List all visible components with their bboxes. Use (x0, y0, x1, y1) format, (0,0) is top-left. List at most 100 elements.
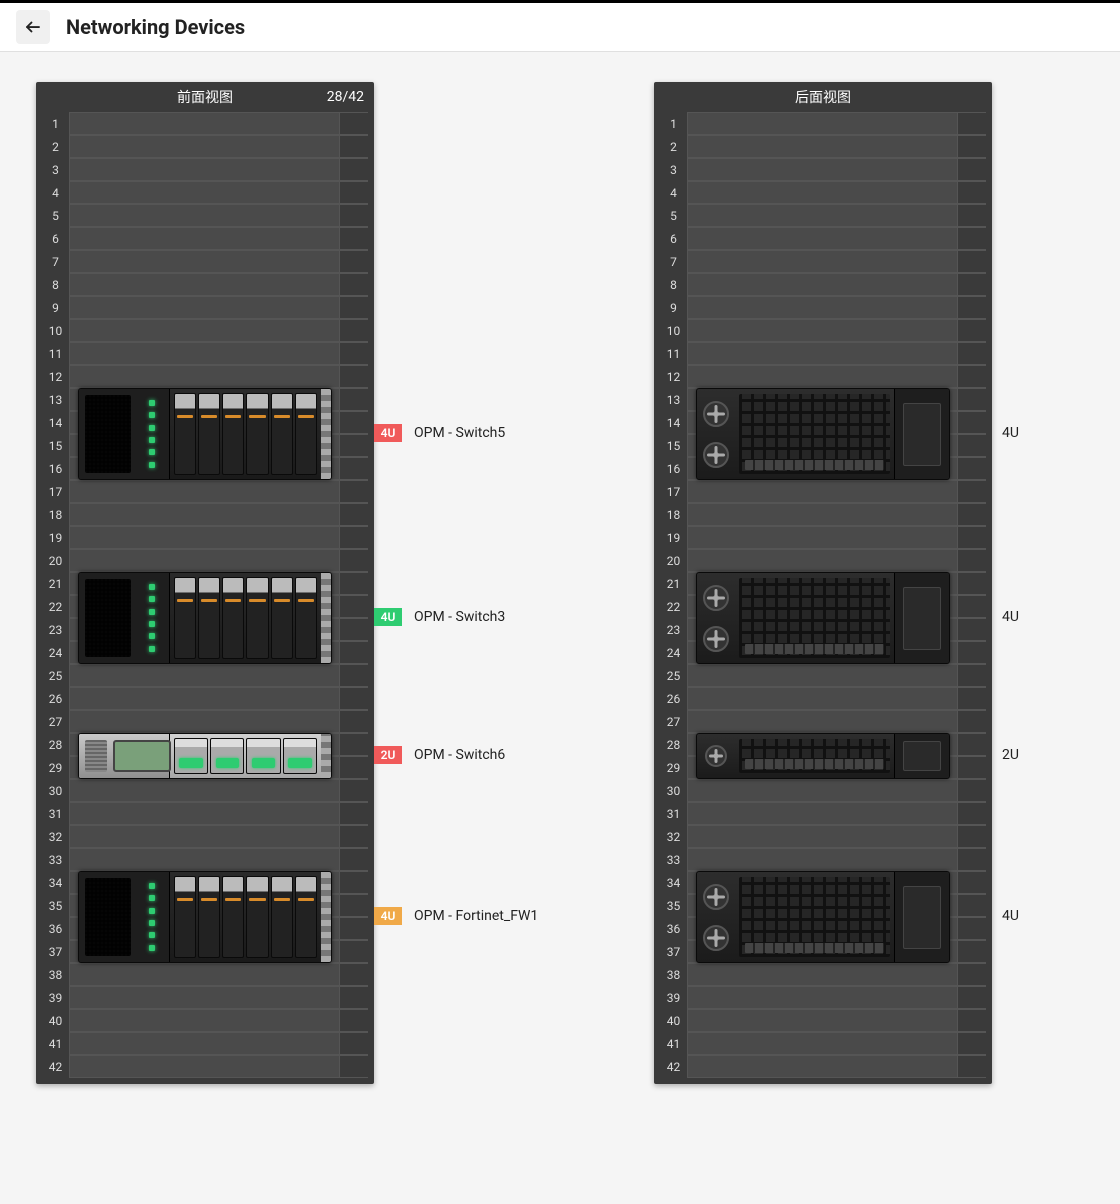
u-rail (340, 756, 368, 779)
u-number: 38 (660, 963, 688, 986)
u-slot (688, 112, 958, 135)
rack-u-row: 30 (660, 779, 986, 802)
rack-front-usage: 28/42 (327, 89, 364, 105)
rack-u-row: 7 (42, 250, 368, 273)
rack-u-row: 10 (42, 319, 368, 342)
u-rail (958, 250, 986, 273)
device-fortinet_fw1-front[interactable] (78, 871, 332, 963)
u-slot (70, 710, 340, 733)
u-slot (70, 664, 340, 687)
rack-u-row: 42 (660, 1055, 986, 1078)
rack-u-row: 3 (42, 158, 368, 181)
u-slot (688, 273, 958, 296)
u-number: 27 (660, 710, 688, 733)
u-rail (958, 779, 986, 802)
device-switch5-front[interactable] (78, 388, 332, 480)
u-number: 20 (42, 549, 70, 572)
u-slot (688, 204, 958, 227)
u-rail (958, 1032, 986, 1055)
u-slot (70, 112, 340, 135)
u-number: 11 (660, 342, 688, 365)
u-rail (958, 848, 986, 871)
rack-u-row: 32 (660, 825, 986, 848)
device-fortinet_fw1-back[interactable] (696, 871, 950, 963)
u-rail (958, 986, 986, 1009)
u-slot (688, 227, 958, 250)
u-rail (340, 940, 368, 963)
arrow-left-icon (24, 18, 42, 36)
u-slot (70, 1055, 340, 1078)
u-rail (340, 618, 368, 641)
device-switch3-back[interactable] (696, 572, 950, 664)
u-slot (70, 779, 340, 802)
device-switch5-back[interactable] (696, 388, 950, 480)
u-rail (958, 457, 986, 480)
u-number: 40 (42, 1009, 70, 1032)
u-rail (340, 273, 368, 296)
u-number: 36 (660, 917, 688, 940)
u-slot (688, 181, 958, 204)
device-switch6-front[interactable] (78, 733, 332, 779)
device-annotation: 2UOPM - Switch6 (374, 746, 505, 764)
u-number: 10 (42, 319, 70, 342)
rack-u-row: 20 (42, 549, 368, 572)
back-u-label: 4U (992, 425, 1019, 441)
device-name-label[interactable]: OPM - Switch5 (414, 425, 505, 441)
u-number: 13 (42, 388, 70, 411)
u-number: 5 (42, 204, 70, 227)
rack-u-row: 30 (42, 779, 368, 802)
u-rail (340, 1009, 368, 1032)
rack-u-row: 7 (660, 250, 986, 273)
back-u-label: 2U (992, 747, 1019, 763)
u-rail (958, 503, 986, 526)
device-name-label[interactable]: OPM - Switch6 (414, 747, 505, 763)
u-number: 22 (42, 595, 70, 618)
back-u-label: 4U (992, 609, 1019, 625)
u-number: 7 (660, 250, 688, 273)
u-rail (958, 526, 986, 549)
u-number: 37 (42, 940, 70, 963)
rack-u-row: 32 (42, 825, 368, 848)
device-name-label[interactable]: OPM - Fortinet_FW1 (414, 908, 538, 924)
rack-u-row: 42 (42, 1055, 368, 1078)
rack-u-row: 2 (42, 135, 368, 158)
back-button[interactable] (16, 10, 50, 44)
rack-u-row: 6 (42, 227, 368, 250)
u-rail (958, 894, 986, 917)
u-number: 29 (660, 756, 688, 779)
u-rail (340, 825, 368, 848)
u-rail (340, 457, 368, 480)
u-rail (958, 1055, 986, 1078)
rack-u-row: 11 (42, 342, 368, 365)
u-rail (340, 250, 368, 273)
u-rail (340, 802, 368, 825)
u-number: 9 (42, 296, 70, 319)
device-switch6-back[interactable] (696, 733, 950, 779)
u-rail (958, 204, 986, 227)
u-slot (70, 848, 340, 871)
u-rail (958, 342, 986, 365)
rack-back: 后面视图 12345678910111213141516171819202122… (654, 82, 992, 1084)
u-slot (688, 480, 958, 503)
u-number: 24 (42, 641, 70, 664)
device-name-label[interactable]: OPM - Switch3 (414, 609, 505, 625)
rack-u-row: 39 (42, 986, 368, 1009)
rack-u-row: 40 (660, 1009, 986, 1032)
u-number: 11 (42, 342, 70, 365)
u-slot (688, 710, 958, 733)
u-slot (70, 986, 340, 1009)
u-number: 29 (42, 756, 70, 779)
u-slot (688, 1032, 958, 1055)
u-slot (688, 503, 958, 526)
u-rail (958, 871, 986, 894)
u-slot (688, 802, 958, 825)
rack-u-row: 2 (660, 135, 986, 158)
u-rail (958, 687, 986, 710)
rack-u-row: 38 (42, 963, 368, 986)
rack-u-row: 1 (660, 112, 986, 135)
u-slot (70, 227, 340, 250)
u-number: 30 (660, 779, 688, 802)
rack-u-row: 33 (42, 848, 368, 871)
device-switch3-front[interactable] (78, 572, 332, 664)
rack-u-row: 41 (660, 1032, 986, 1055)
